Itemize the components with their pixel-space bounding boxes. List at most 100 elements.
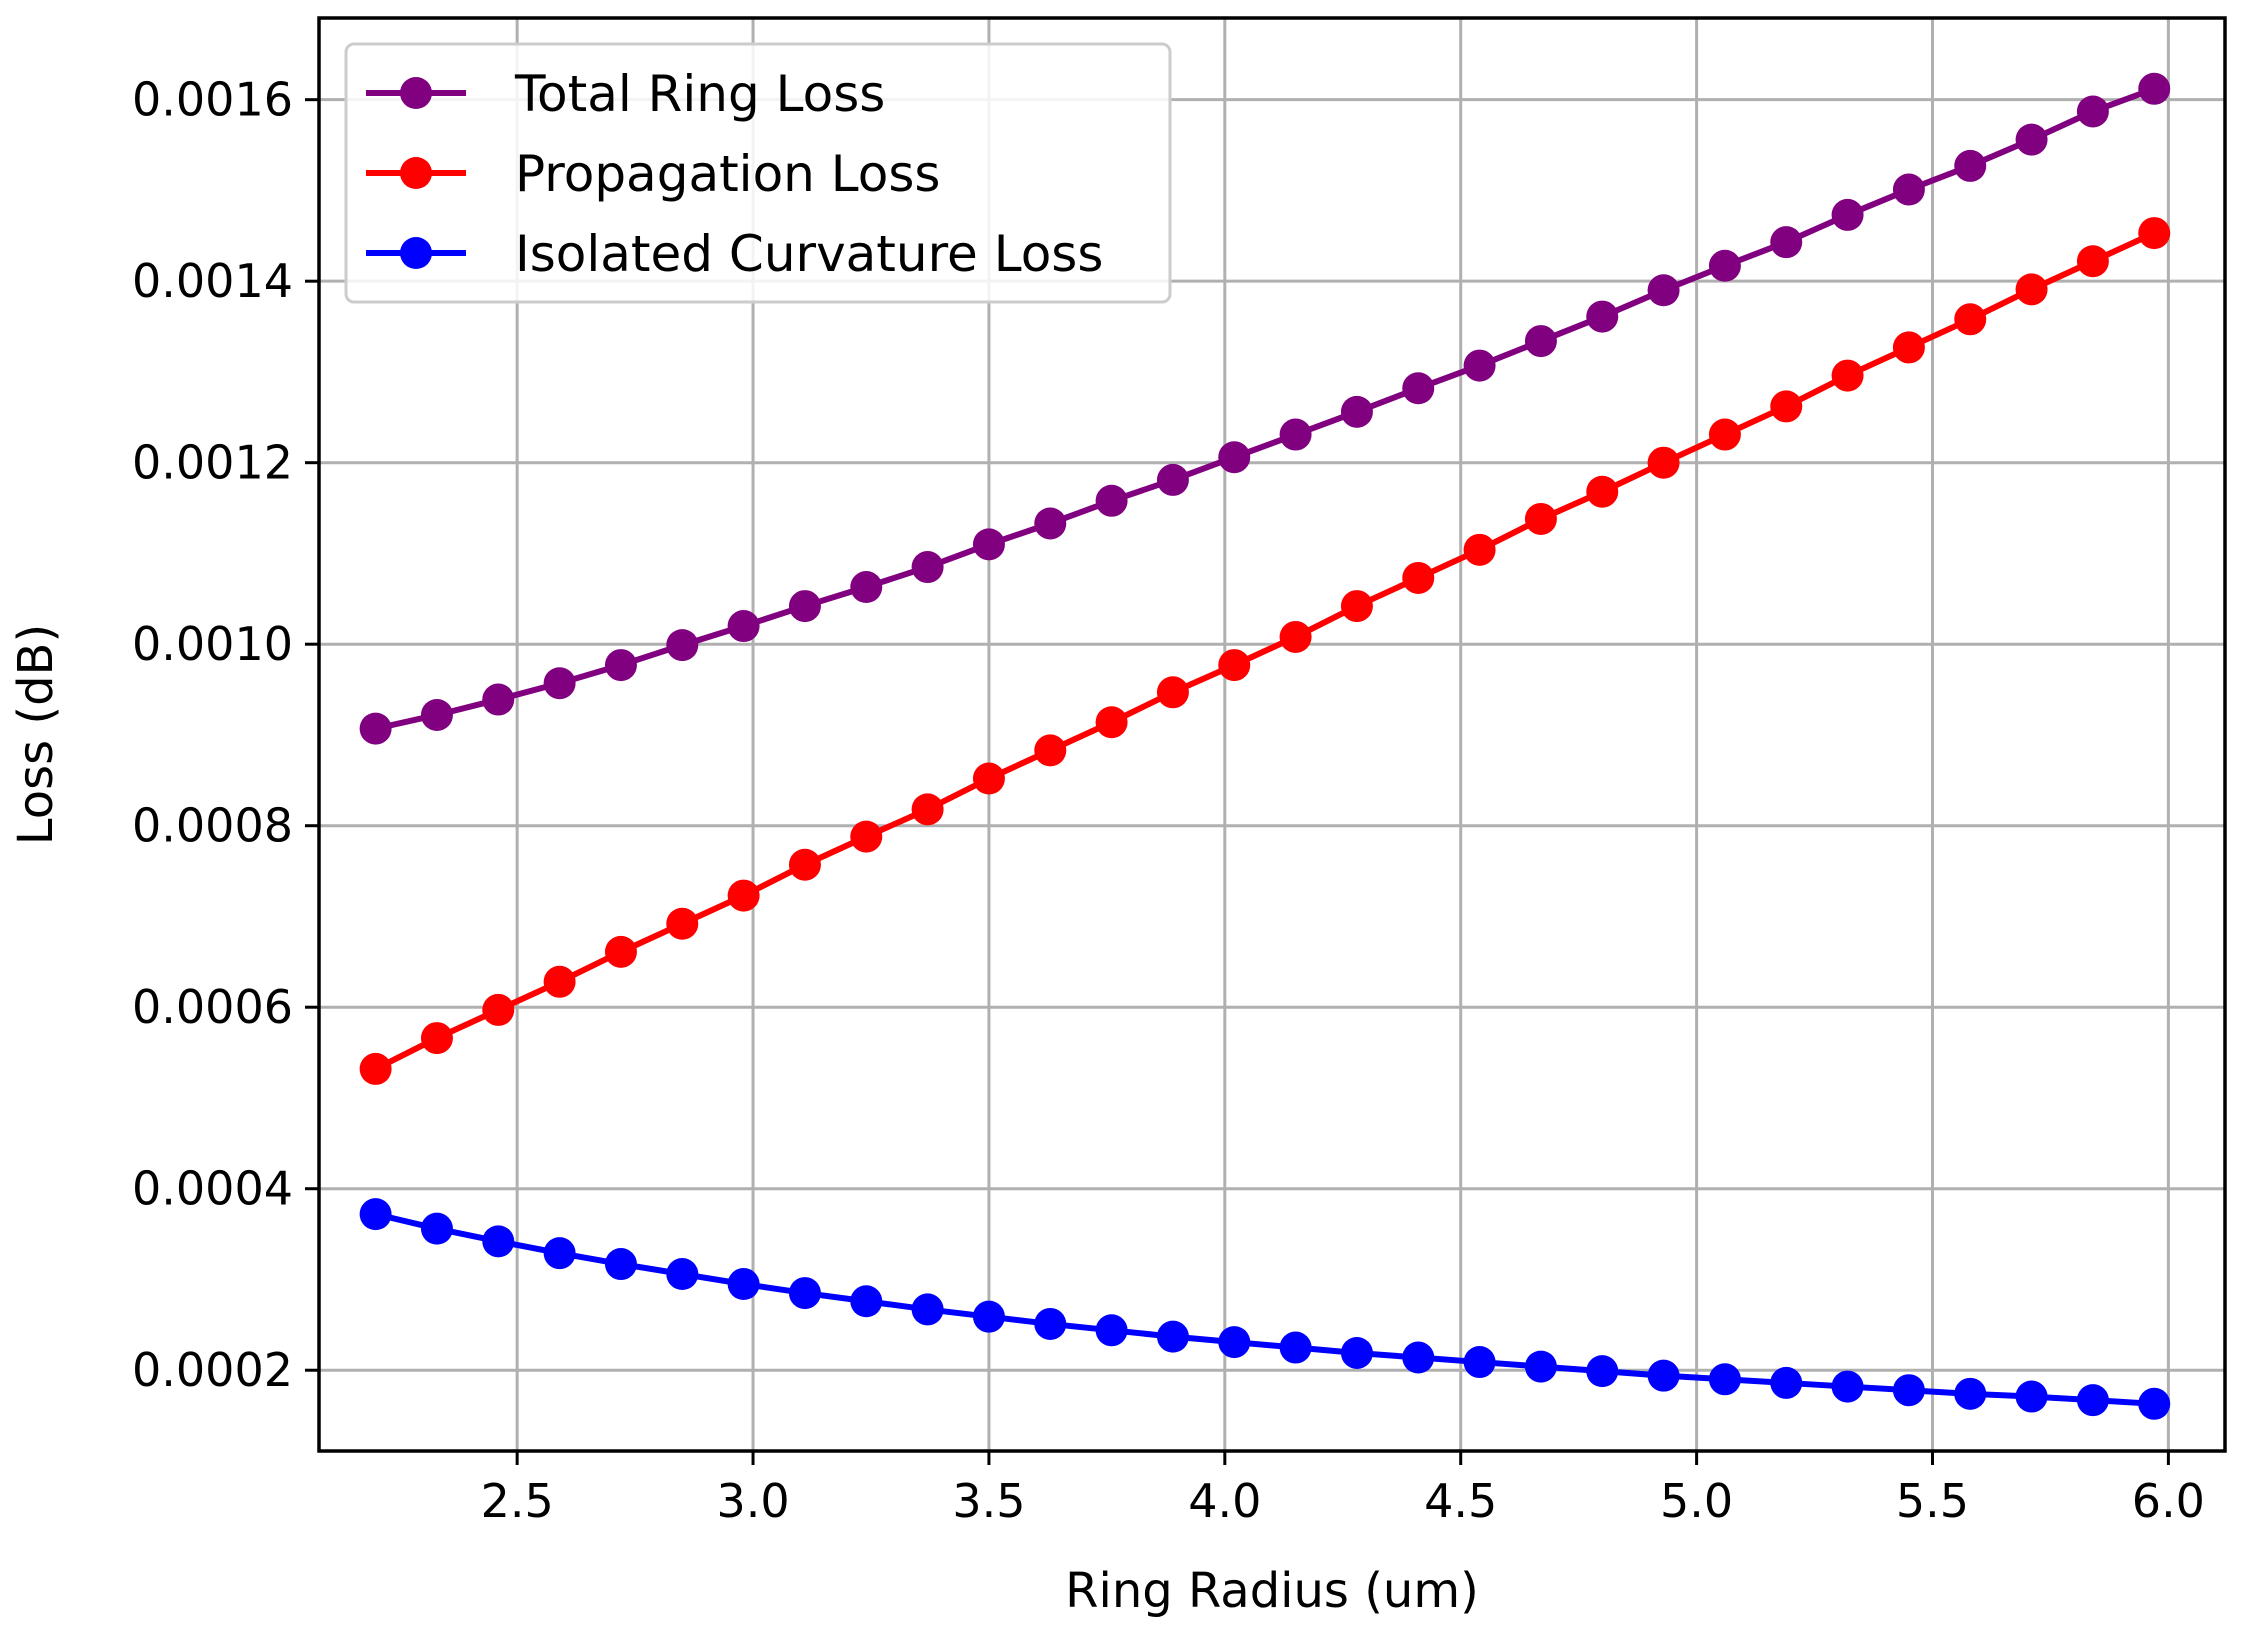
data-point [1034,734,1067,767]
data-point [1708,1363,1741,1396]
x-tick-label: 4.0 [1188,1474,1261,1528]
data-point [1708,249,1741,282]
data-point [2076,1384,2109,1417]
data-point [788,848,821,881]
data-point [2138,217,2171,250]
series-isolated-curvature-loss [359,1198,2171,1420]
data-point [2076,95,2109,128]
data-point [1402,1341,1435,1374]
data-point [1340,395,1373,428]
data-point [1463,349,1496,382]
data-point [1340,1336,1373,1369]
legend: Total Ring Loss Propagation Loss Isolated … [344,42,1172,304]
y-axis-ticks: 0.0002 0.0004 0.0006 0.0008 0.0010 0.0012 0.00… [132,73,319,1397]
data-point [1095,484,1128,517]
data-point [2015,273,2048,306]
data-point [420,1022,453,1055]
data-point [1831,1370,1864,1403]
data-point [359,1052,392,1085]
y-tick-label: 0.0004 [132,1162,293,1216]
data-point [1402,561,1435,594]
data-point [482,993,515,1026]
data-point [482,1225,515,1258]
data-point [972,528,1005,561]
data-point [1586,1355,1619,1388]
x-axis-ticks: 2.5 3.0 3.5 4.0 4.5 5.0 5.5 6.0 [481,1451,2205,1528]
series-line-propagation-loss [374,230,2156,1072]
data-point [1463,533,1496,566]
data-point [1218,441,1251,474]
data-point [1770,1366,1803,1399]
data-point [911,793,944,826]
data-point [359,1198,392,1231]
legend-item: Isolated Curvature Loss [366,225,1103,283]
data-point [2138,1387,2171,1420]
data-point [911,1293,944,1326]
legend-label: Total Ring Loss [514,65,885,123]
data-point [1156,1320,1189,1353]
series-line-isolated-curvature-loss [374,1211,2155,1407]
data-point [543,1237,576,1270]
legend-marker [400,157,432,189]
data-point [1770,226,1803,259]
data-point [1524,1350,1557,1383]
data-point [666,907,699,940]
data-point [543,965,576,998]
legend-item: Total Ring Loss [366,65,885,123]
x-tick-label: 5.5 [1896,1474,1969,1528]
y-tick-label: 0.0010 [132,617,293,671]
data-point [420,698,453,731]
data-point [359,712,392,745]
data-point [1034,507,1067,540]
data-point [1831,198,1864,231]
data-point [1156,676,1189,709]
data-point [727,879,760,912]
legend-label: Isolated Curvature Loss [515,225,1103,283]
data-point [543,667,576,700]
data-point [850,571,883,604]
data-point [604,935,637,968]
series-total-ring-loss [359,72,2171,745]
legend-marker [400,237,432,269]
data-point [727,610,760,643]
data-point [2015,1380,2048,1413]
grid [319,18,2225,1451]
plot-frame [317,16,2227,1453]
data-point [420,1212,453,1245]
data-point [1156,463,1189,496]
data-point [1647,446,1680,479]
data-point [788,1277,821,1310]
x-axis-label: Ring Radius (um) [1065,1563,1479,1619]
data-point [1586,300,1619,333]
y-tick-label: 0.0016 [132,73,293,127]
data-point [1340,590,1373,623]
series-layer [359,72,2171,1420]
x-tick-label: 2.5 [481,1474,554,1528]
data-point [1034,1307,1067,1340]
y-tick-label: 0.0002 [132,1343,293,1397]
data-point [2076,245,2109,278]
y-tick-label: 0.0014 [132,254,293,308]
x-tick-label: 3.5 [952,1474,1025,1528]
data-point [1892,1374,1925,1407]
data-point [604,649,637,682]
data-point [1279,620,1312,653]
data-point [666,1258,699,1291]
data-point [1708,418,1741,451]
data-point [2015,123,2048,156]
data-point [1402,372,1435,405]
data-point [1524,502,1557,535]
data-point [1095,1314,1128,1347]
data-point [850,1285,883,1318]
data-point [1095,706,1128,739]
data-point [1954,149,1987,182]
data-point [1218,1326,1251,1359]
data-point [972,762,1005,795]
data-point [2138,72,2171,105]
data-point [1647,274,1680,307]
data-point [1218,649,1251,682]
data-point [788,590,821,623]
data-point [1524,325,1557,358]
y-tick-label: 0.0012 [132,436,293,490]
y-tick-label: 0.0008 [132,799,293,853]
